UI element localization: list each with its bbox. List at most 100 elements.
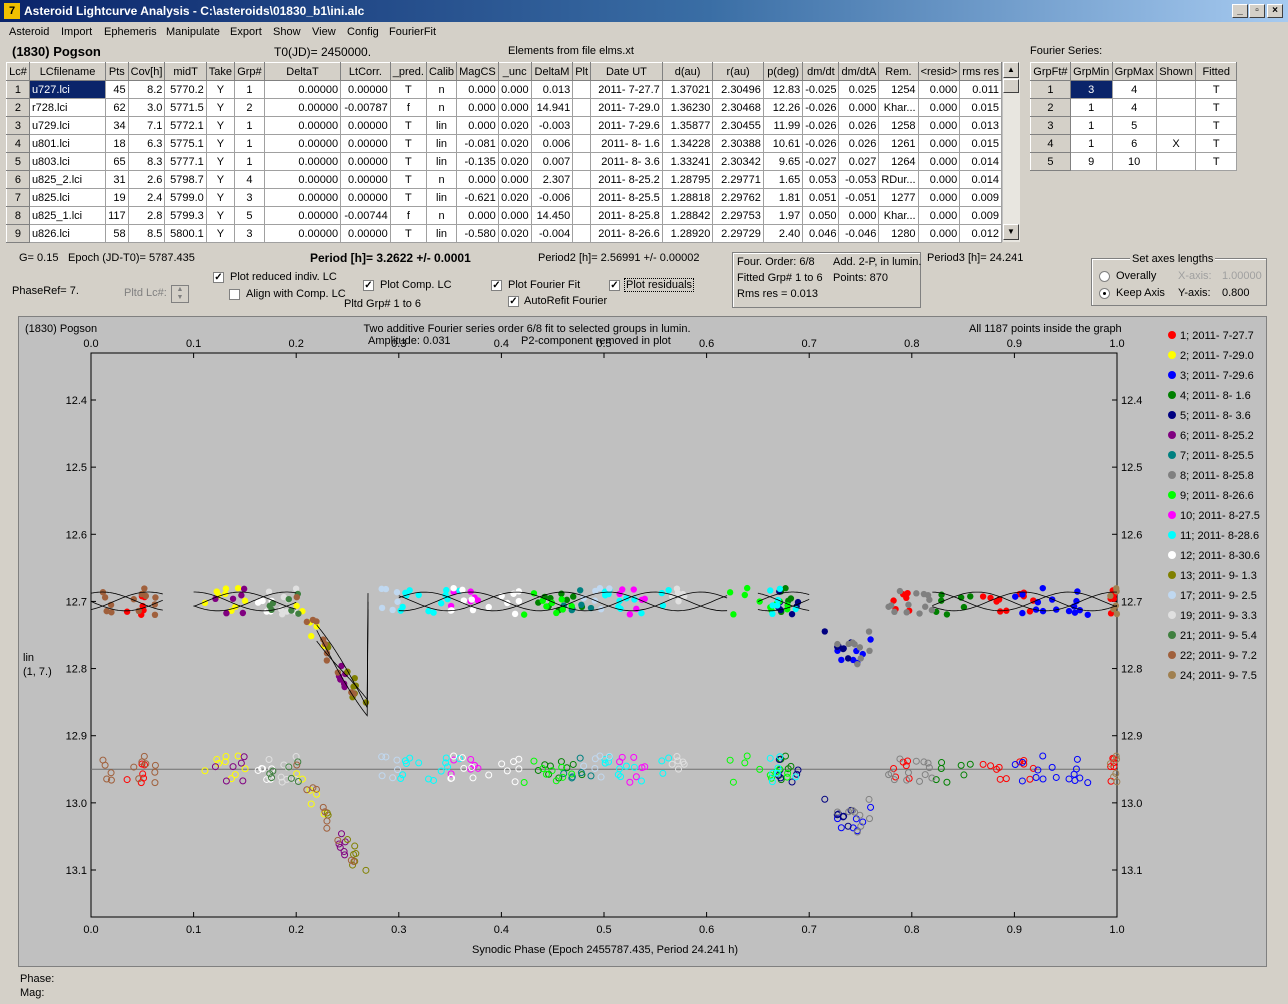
lc-cell[interactable]: 0.00000 <box>263 170 342 189</box>
lc-cell[interactable]: 0.015 <box>959 134 1002 153</box>
lc-cell[interactable]: 0.020 <box>497 134 532 153</box>
lc-cell[interactable]: 0.013 <box>959 116 1002 135</box>
lc-cell[interactable]: 0.000 <box>456 206 499 225</box>
fourier-cell[interactable]: 3 <box>1069 80 1113 99</box>
lc-cell[interactable]: u727.lci <box>28 80 107 99</box>
lc-col-header[interactable]: p(deg) <box>762 62 804 81</box>
menu-import[interactable]: Import <box>61 26 93 38</box>
plot-comp-checkbox[interactable]: ✓ <box>363 280 374 291</box>
lc-cell[interactable]: 5772.1 <box>164 116 207 135</box>
lc-cell[interactable]: 1254 <box>878 80 919 99</box>
lc-cell[interactable]: 1 <box>234 134 265 153</box>
lc-cell[interactable]: 0.020 <box>497 152 532 171</box>
lc-cell[interactable]: Y <box>205 116 236 135</box>
lc-cell[interactable]: 0.000 <box>917 116 961 135</box>
lc-cell[interactable]: 2011- 7-29.0 <box>590 98 663 117</box>
lc-col-header[interactable]: Lc# <box>6 62 30 81</box>
fourier-cell[interactable]: 1 <box>1030 80 1071 99</box>
menu-manipulate[interactable]: Manipulate <box>166 26 220 38</box>
lc-cell[interactable]: 1.33241 <box>661 152 714 171</box>
lc-cell[interactable]: f <box>389 206 427 225</box>
autorefit-checkbox[interactable]: ✓ <box>508 296 519 307</box>
lc-cell[interactable]: n <box>425 170 458 189</box>
lc-col-header[interactable]: Date UT <box>590 62 663 81</box>
lc-cell[interactable]: -0.026 <box>802 98 840 117</box>
lc-cell[interactable]: 14.450 <box>530 206 574 225</box>
lc-cell[interactable]: 2 <box>6 98 30 117</box>
fourier-cell[interactable]: 9 <box>1069 152 1113 171</box>
lc-cell[interactable]: 2.29753 <box>712 206 764 225</box>
fourier-cell[interactable] <box>1155 116 1197 135</box>
lc-cell[interactable]: 2011- 7-29.6 <box>590 116 663 135</box>
lc-cell[interactable] <box>572 134 592 153</box>
lc-cell[interactable]: n <box>425 98 458 117</box>
lc-col-header[interactable]: <resid> <box>917 62 961 81</box>
lightcurve-plot[interactable]: (1830) Pogson Two additive Fourier serie… <box>18 316 1267 967</box>
lc-cell[interactable]: lin <box>425 224 458 243</box>
lc-col-header[interactable]: rms res <box>959 62 1002 81</box>
close-button[interactable]: × <box>1267 4 1283 18</box>
menu-show[interactable]: Show <box>273 26 301 38</box>
lc-cell[interactable]: 0.00000 <box>340 152 391 171</box>
lc-cell[interactable]: 0.009 <box>959 206 1002 225</box>
lc-cell[interactable]: 117 <box>105 206 129 225</box>
lc-cell[interactable]: 0.000 <box>917 152 961 171</box>
lc-cell[interactable]: 2.29771 <box>712 170 764 189</box>
lc-cell[interactable]: 5771.5 <box>164 98 207 117</box>
lc-cell[interactable]: 1.36230 <box>661 98 714 117</box>
lc-cell[interactable]: 2.30342 <box>712 152 764 171</box>
lc-cell[interactable]: -0.051 <box>838 188 880 207</box>
lc-cell[interactable]: 18 <box>105 134 129 153</box>
lc-cell[interactable]: 0.000 <box>497 80 532 99</box>
lc-cell[interactable]: 2011- 8-25.5 <box>590 188 663 207</box>
lc-cell[interactable]: 5 <box>6 152 30 171</box>
lc-cell[interactable] <box>572 152 592 171</box>
lc-cell[interactable]: 0.015 <box>959 98 1002 117</box>
lc-cell[interactable] <box>572 80 592 99</box>
lc-cell[interactable]: u825_2.lci <box>28 170 107 189</box>
lc-cell[interactable]: 0.00000 <box>263 80 342 99</box>
lc-cell[interactable]: 19 <box>105 188 129 207</box>
lc-cell[interactable]: 0.000 <box>456 80 499 99</box>
lc-cell[interactable]: 1.28920 <box>661 224 714 243</box>
fourier-cell[interactable]: 2 <box>1030 98 1071 117</box>
lc-cell[interactable]: -0.081 <box>456 134 499 153</box>
lc-cell[interactable] <box>572 98 592 117</box>
fourier-cell[interactable]: 4 <box>1111 80 1157 99</box>
lc-cell[interactable]: 7.1 <box>127 116 166 135</box>
lc-cell[interactable]: 62 <box>105 98 129 117</box>
lc-cell[interactable]: 0.000 <box>456 98 499 117</box>
pltd-lc-spinner[interactable]: ▲ ▼ <box>171 285 189 303</box>
lc-col-header[interactable]: Cov[h] <box>127 62 166 81</box>
lc-cell[interactable]: 0.013 <box>530 80 574 99</box>
lc-cell[interactable]: 0.00000 <box>263 134 342 153</box>
lc-col-header[interactable]: r(au) <box>712 62 764 81</box>
lc-cell[interactable]: Khar... <box>878 98 919 117</box>
lc-cell[interactable]: 2011- 8-25.8 <box>590 206 663 225</box>
lc-cell[interactable]: 8.5 <box>127 224 166 243</box>
fourier-cell[interactable]: 1 <box>1069 134 1113 153</box>
lc-cell[interactable]: 0.000 <box>917 98 961 117</box>
lc-cell[interactable]: u825_1.lci <box>28 206 107 225</box>
lc-cell[interactable]: 1.28818 <box>661 188 714 207</box>
menu-config[interactable]: Config <box>347 26 379 38</box>
lc-cell[interactable]: 0.000 <box>497 98 532 117</box>
minimize-button[interactable]: _ <box>1232 4 1248 18</box>
lc-cell[interactable]: 0.00000 <box>340 224 391 243</box>
lc-cell[interactable]: 0.000 <box>917 170 961 189</box>
lc-cell[interactable]: 3 <box>6 116 30 135</box>
fourier-cell[interactable]: T <box>1195 98 1237 117</box>
fourier-cell[interactable]: 6 <box>1111 134 1157 153</box>
fourier-cell[interactable]: 4 <box>1030 134 1071 153</box>
lc-cell[interactable]: Khar... <box>878 206 919 225</box>
fourier-cell[interactable]: T <box>1195 116 1237 135</box>
lc-cell[interactable]: -0.621 <box>456 188 499 207</box>
lc-cell[interactable]: 0.000 <box>917 134 961 153</box>
lc-cell[interactable]: -0.135 <box>456 152 499 171</box>
lc-cell[interactable]: u825.lci <box>28 188 107 207</box>
lc-cell[interactable]: 5798.7 <box>164 170 207 189</box>
